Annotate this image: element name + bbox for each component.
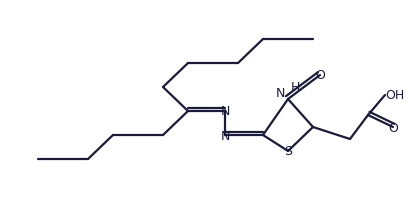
Text: O: O bbox=[387, 121, 397, 134]
Text: OH: OH bbox=[384, 89, 403, 102]
Text: N: N bbox=[220, 105, 229, 118]
Text: O: O bbox=[314, 69, 324, 82]
Text: N: N bbox=[275, 87, 284, 100]
Text: S: S bbox=[283, 145, 291, 158]
Text: H: H bbox=[290, 81, 300, 94]
Text: N: N bbox=[220, 129, 229, 142]
